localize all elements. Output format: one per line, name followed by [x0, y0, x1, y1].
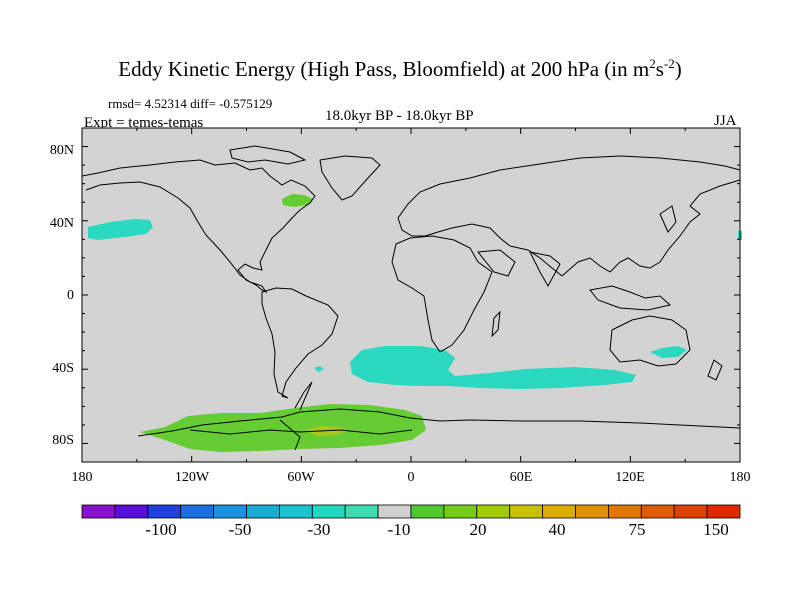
anomaly-green-labrador	[282, 194, 313, 207]
coast-africa	[391, 235, 493, 353]
coast-antarctic-peninsula	[294, 381, 313, 411]
plot-title: Eddy Kinetic Energy (High Pass, Bloomfie…	[118, 56, 682, 81]
lon-label-60w: 60W	[287, 470, 315, 485]
colorbar-label: -100	[145, 520, 177, 539]
colorbar	[81, 504, 741, 519]
colorbar-swatch	[147, 504, 182, 519]
colorbar-swatch	[344, 504, 379, 519]
lon-label-0: 0	[407, 470, 415, 485]
colorbar-swatch	[81, 504, 116, 519]
colorbar-swatch	[410, 504, 445, 519]
anomaly-green-antarctic	[140, 404, 426, 452]
colorbar-swatch	[311, 504, 346, 519]
colorbar-swatch	[542, 504, 576, 519]
colorbar-swatch	[706, 504, 741, 519]
coast-maritime-sea	[589, 285, 672, 311]
lat-label-40n: 40N	[49, 216, 74, 231]
lon-label-120w: 120W	[174, 470, 210, 485]
coast-australia	[609, 315, 691, 367]
colorbar-label: -30	[307, 520, 331, 539]
anomaly-cyan-small	[314, 366, 324, 372]
experiment-label: Expt = temes-temas	[84, 115, 204, 131]
lat-label-80n: 80N	[49, 143, 74, 158]
lat-label-80s: 80S	[52, 433, 74, 448]
colorbar-swatch	[575, 504, 609, 519]
colorbar-label: 75	[628, 520, 646, 539]
coast-madagascar	[491, 310, 501, 338]
colorbar-swatch	[476, 504, 511, 519]
lat-label-40s: 40S	[52, 361, 74, 376]
anomaly-fills	[88, 194, 742, 452]
anomaly-cyan-north-pacific	[88, 219, 153, 240]
anomaly-cyan-south-atlantic	[350, 346, 636, 389]
coast-antarctica	[137, 408, 741, 437]
colorbar-swatch	[246, 504, 280, 519]
colorbar-label: 150	[703, 520, 729, 539]
coastlines	[81, 145, 741, 451]
coast-weddell	[279, 419, 301, 451]
colorbar-swatch	[278, 504, 313, 519]
colorbar-swatch	[640, 504, 675, 519]
coast-south-america	[261, 287, 339, 399]
map-background	[82, 128, 740, 462]
colorbar-swatch	[673, 504, 708, 519]
coast-new-zealand	[707, 359, 723, 381]
colorbar-label: -10	[387, 520, 411, 539]
lon-label-60e: 60E	[509, 470, 533, 485]
colorbar-swatch	[377, 504, 412, 519]
coast-india	[529, 251, 561, 288]
coast-arabia	[477, 249, 516, 277]
stats-label: rmsd= 4.52314 diff= -0.575129	[108, 96, 273, 111]
lon-label-180e: 180	[729, 470, 751, 485]
coast-japan	[659, 205, 677, 233]
colorbar-swatch	[509, 504, 544, 519]
colorbar-swatch	[443, 504, 478, 519]
lat-label-eq: 0	[67, 288, 74, 303]
coast-ross-ice	[189, 429, 413, 435]
colorbar-label: 20	[469, 520, 487, 539]
coast-greenland	[319, 155, 381, 201]
colorbar-swatch	[608, 504, 642, 519]
axis-ticks	[81, 127, 741, 463]
colorbar-swatch	[213, 504, 247, 519]
lon-label-180w: 180	[71, 470, 93, 485]
colorbar-swatch	[180, 504, 214, 519]
period-label: 18.0kyr BP - 18.0kyr BP	[325, 108, 474, 124]
coast-arctic-islands	[229, 145, 307, 165]
coast-north-america	[81, 159, 316, 294]
lon-label-120e: 120E	[615, 470, 645, 485]
colorbar-label: -50	[228, 520, 252, 539]
anomaly-cyan-australia	[650, 346, 687, 358]
colorbar-label: 40	[548, 520, 566, 539]
season-label: JJA	[714, 113, 737, 129]
colorbar-swatch	[114, 504, 149, 519]
coast-eurasia	[397, 155, 741, 277]
